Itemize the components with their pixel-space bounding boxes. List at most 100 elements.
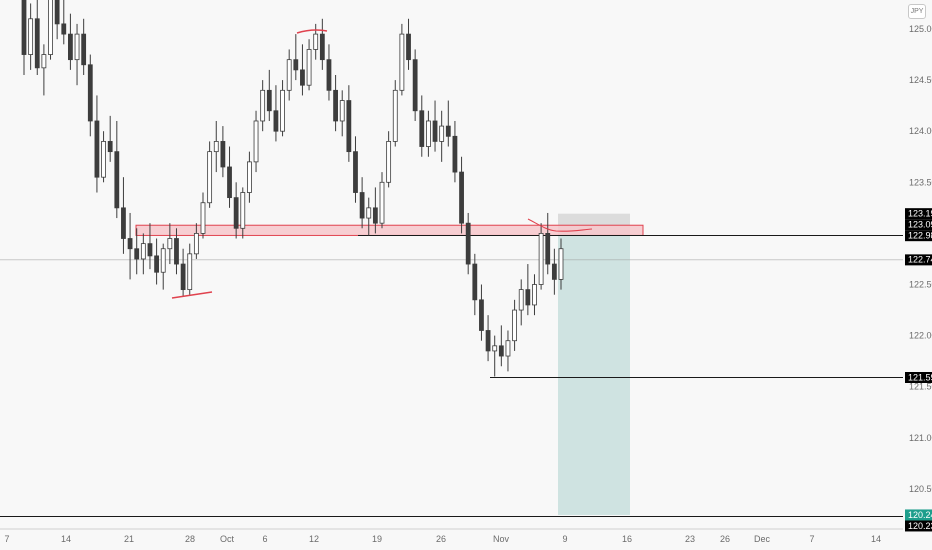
candle[interactable]	[532, 274, 537, 316]
candle[interactable]	[372, 187, 378, 234]
retest-marker[interactable]	[527, 218, 593, 232]
candle[interactable]	[313, 23, 319, 60]
candle[interactable]	[445, 100, 451, 147]
candle-body	[48, 0, 53, 55]
candle[interactable]	[61, 0, 67, 45]
candle[interactable]	[240, 187, 246, 239]
candle[interactable]	[459, 156, 464, 234]
candle[interactable]	[399, 23, 405, 96]
candle[interactable]	[266, 69, 272, 121]
candle[interactable]	[174, 228, 179, 275]
candle[interactable]	[167, 223, 173, 265]
candle-body	[518, 289, 524, 311]
candle[interactable]	[286, 49, 292, 101]
candle[interactable]	[551, 248, 557, 295]
candle[interactable]	[366, 197, 372, 236]
candle[interactable]	[68, 13, 73, 70]
candle[interactable]	[300, 44, 305, 96]
candle[interactable]	[558, 238, 564, 290]
candle[interactable]	[353, 136, 358, 203]
candle[interactable]	[101, 131, 106, 183]
candle[interactable]	[134, 228, 140, 275]
candle[interactable]	[479, 284, 484, 341]
candle[interactable]	[492, 335, 498, 377]
candle[interactable]	[140, 233, 146, 275]
candle-body	[426, 120, 431, 147]
candle[interactable]	[379, 172, 385, 229]
candle[interactable]	[81, 18, 87, 75]
candle[interactable]	[233, 182, 239, 239]
candle[interactable]	[127, 212, 133, 280]
candle[interactable]	[200, 192, 206, 239]
candle[interactable]	[21, 0, 27, 75]
candle[interactable]	[498, 325, 504, 367]
candle[interactable]	[485, 315, 491, 362]
candle[interactable]	[333, 74, 338, 132]
candle[interactable]	[518, 279, 524, 326]
candle[interactable]	[432, 100, 438, 152]
candle[interactable]	[386, 131, 392, 188]
candle[interactable]	[392, 80, 398, 147]
candle[interactable]	[260, 80, 266, 132]
candle[interactable]	[339, 90, 345, 137]
candle[interactable]	[412, 49, 418, 121]
candle[interactable]	[180, 248, 186, 297]
candle[interactable]	[227, 146, 232, 208]
candle[interactable]	[545, 212, 551, 275]
candle[interactable]	[512, 299, 517, 351]
candle[interactable]	[48, 0, 53, 60]
candle[interactable]	[94, 95, 100, 193]
candle[interactable]	[247, 151, 252, 203]
candle[interactable]	[359, 177, 365, 229]
reward-zone[interactable]	[558, 235, 630, 515]
candle[interactable]	[213, 120, 219, 173]
candle[interactable]	[426, 110, 431, 157]
candle[interactable]	[121, 177, 126, 254]
candle-body	[207, 151, 213, 204]
candle[interactable]	[472, 253, 478, 316]
candle[interactable]	[280, 80, 285, 137]
x-tick-label: Oct	[220, 534, 235, 544]
candle[interactable]	[187, 243, 193, 295]
candle[interactable]	[419, 95, 425, 157]
candle[interactable]	[452, 120, 458, 183]
candle[interactable]	[74, 23, 80, 86]
candle[interactable]	[439, 110, 445, 162]
candle-body	[359, 192, 365, 219]
candle[interactable]	[253, 110, 259, 173]
low-marker[interactable]	[171, 291, 213, 299]
candle[interactable]	[505, 330, 511, 372]
candle-body	[459, 171, 464, 224]
candle-body	[293, 59, 299, 71]
candle[interactable]	[326, 44, 332, 101]
candle[interactable]	[147, 223, 153, 270]
candle[interactable]	[346, 85, 352, 162]
supply-zone[interactable]	[135, 224, 644, 236]
candle[interactable]	[406, 18, 411, 70]
candle[interactable]	[54, 0, 60, 40]
candle[interactable]	[538, 223, 544, 290]
candle[interactable]	[319, 18, 325, 70]
candle[interactable]	[465, 212, 471, 275]
high-marker[interactable]	[296, 29, 328, 34]
candle[interactable]	[293, 34, 299, 81]
candle[interactable]	[114, 120, 120, 219]
candle-body	[266, 89, 272, 112]
x-tick-label: 16	[622, 534, 632, 544]
candle[interactable]	[525, 264, 531, 316]
candle[interactable]	[34, 0, 40, 75]
candle-body	[545, 232, 551, 265]
candle[interactable]	[154, 238, 159, 285]
candle[interactable]	[193, 223, 199, 259]
candle[interactable]	[207, 141, 213, 208]
candle[interactable]	[107, 115, 113, 162]
candle[interactable]	[306, 39, 312, 91]
candle[interactable]	[160, 243, 166, 290]
candle[interactable]	[220, 126, 226, 178]
candle-body	[213, 141, 219, 153]
candle[interactable]	[28, 3, 34, 70]
candle[interactable]	[273, 85, 279, 142]
candle[interactable]	[41, 44, 47, 96]
candle[interactable]	[87, 54, 93, 137]
